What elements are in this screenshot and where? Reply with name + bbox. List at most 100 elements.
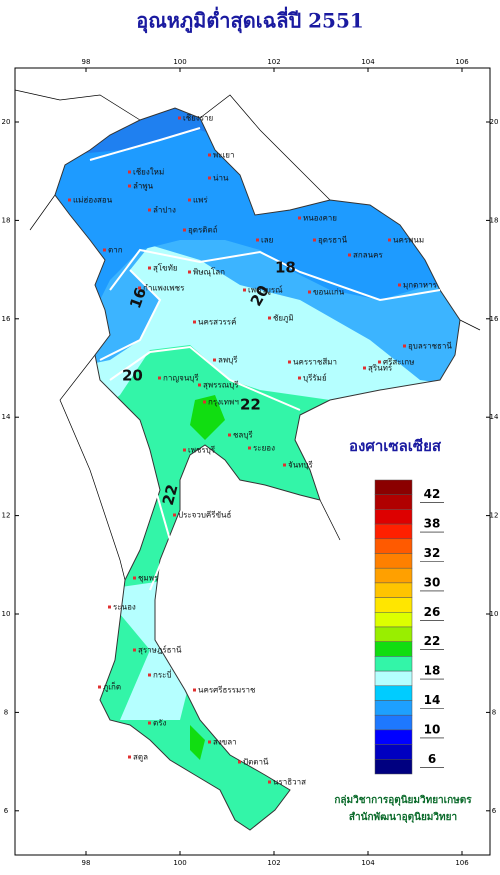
tick-label: 12 (490, 512, 499, 520)
place-marker (68, 198, 71, 202)
place-marker (148, 721, 151, 725)
place-marker (193, 688, 196, 692)
place-label: เชียงราย (183, 114, 213, 123)
place-marker (243, 288, 246, 292)
tick-label: 100 (173, 859, 186, 867)
place-label: ลำพูน (133, 182, 154, 192)
place-label: พิษณุโลก (193, 267, 225, 277)
place-label: ปัตตานี (243, 758, 269, 767)
place-label: กรุงเทพฯ (208, 398, 239, 407)
place-marker (213, 358, 216, 362)
place-marker (268, 316, 271, 320)
legend-swatch (374, 494, 413, 510)
place-marker (203, 400, 206, 404)
contour-label: 22 (159, 482, 182, 507)
place-label: เพชรบูรณ์ (248, 285, 283, 296)
tick-label: 102 (267, 58, 280, 66)
place-marker (298, 376, 301, 380)
place-marker (148, 673, 151, 677)
legend-swatch (374, 509, 413, 525)
legend-label: 14 (424, 693, 441, 707)
place-label: บุรีรัมย์ (303, 373, 327, 383)
place-label: แม่ฮ่องสอน (73, 196, 113, 205)
place-label: สุพรรณบุรี (203, 381, 239, 390)
place-label: อุบลราชธานี (408, 342, 452, 351)
place-marker (158, 376, 161, 380)
place-label: หนองคาย (303, 214, 337, 223)
place-label: พะเยา (213, 151, 234, 160)
place-marker (208, 153, 211, 157)
place-label: เชียงใหม่ (133, 168, 164, 177)
tick-label: 8 (4, 708, 8, 716)
legend-label: 18 (424, 664, 441, 678)
place-label: กำแพงเพชร (143, 284, 185, 293)
legend-label: 32 (424, 546, 441, 560)
legend-swatch (374, 582, 413, 598)
place-marker (208, 740, 211, 744)
legend-swatch (374, 479, 413, 495)
place-marker (228, 433, 231, 437)
place-marker (238, 760, 241, 764)
tick-label: 6 (492, 807, 497, 815)
place-label: กระบี่ (153, 669, 172, 680)
contour-label: 20 (122, 367, 143, 385)
legend-label: 22 (424, 634, 441, 648)
tick-label: 18 (490, 216, 499, 224)
legend-swatch (374, 523, 413, 540)
place-marker (288, 360, 291, 364)
place-label: ตรัง (153, 719, 166, 728)
place-label: เลย (261, 236, 273, 245)
place-marker (173, 513, 176, 517)
place-marker (208, 176, 211, 180)
place-marker (298, 216, 301, 220)
tick-label: 10 (2, 610, 11, 618)
place-label: ตาก (108, 246, 123, 255)
legend-swatch (374, 759, 413, 775)
tick-label: 8 (492, 708, 496, 716)
place-marker (148, 208, 151, 212)
place-marker (193, 320, 196, 324)
tick-label: 16 (2, 315, 11, 323)
tick-label: 106 (455, 859, 469, 867)
place-label: อุตรดิตถ์ (188, 225, 218, 235)
legend-swatch (374, 700, 413, 716)
tick-label: 16 (490, 315, 499, 323)
place-label: สุโขทัย (153, 263, 178, 273)
legend: 42 38 32 30 26 22 18 14 10 6 (374, 479, 444, 775)
place-label: สกลนคร (353, 251, 383, 260)
place-label: เพชรบุรี (188, 446, 216, 455)
tick-label: 104 (361, 859, 375, 867)
tick-label: 14 (490, 413, 499, 421)
place-marker (183, 228, 186, 232)
place-label: ลพบุรี (218, 356, 238, 365)
legend-title: องศาเซลเซียส (349, 437, 442, 455)
place-label: ชุมพร (138, 574, 159, 583)
tick-label: 106 (455, 58, 469, 66)
place-marker (363, 366, 366, 370)
place-label: สงขลา (213, 738, 237, 747)
place-marker (313, 238, 316, 242)
place-marker (98, 685, 101, 689)
place-marker (128, 184, 131, 188)
place-label: ภูเก็ต (103, 682, 121, 693)
place-marker (148, 266, 151, 270)
place-label: จันทบุรี (288, 461, 314, 470)
legend-swatch (374, 729, 413, 745)
place-marker (133, 576, 136, 580)
tick-label: 98 (82, 58, 91, 66)
place-marker (103, 248, 106, 252)
place-marker (198, 383, 201, 387)
legend-swatch (374, 567, 413, 584)
place-label: กาญจนบุรี (163, 374, 199, 383)
place-marker (188, 198, 191, 202)
place-marker (133, 648, 136, 652)
legend-swatch (374, 612, 413, 628)
tick-label: 102 (267, 859, 280, 867)
place-label: นครราชสีมา (293, 358, 337, 367)
place-marker (268, 780, 271, 784)
place-marker (348, 253, 351, 257)
